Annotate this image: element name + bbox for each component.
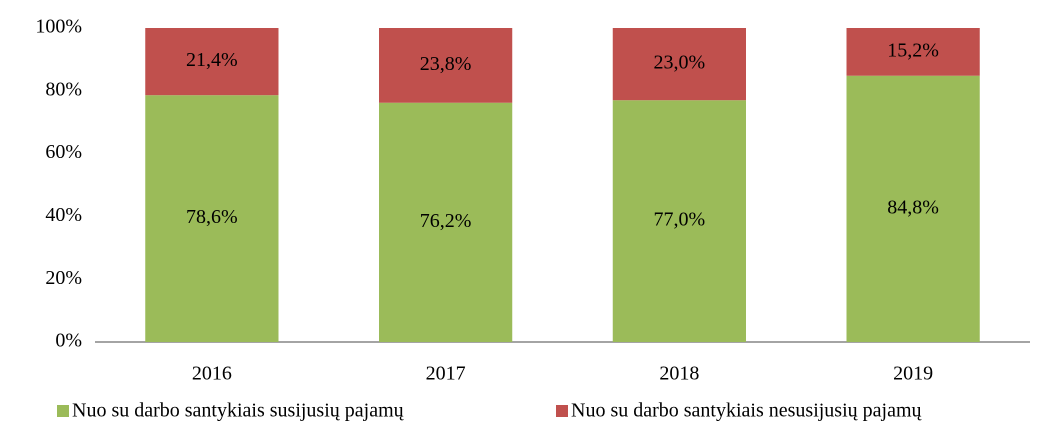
bar-segment [612,100,746,342]
bar-segment [846,75,980,342]
value-label: 78,6% [186,206,238,228]
bar-segment [379,102,513,343]
value-label: 15,2% [887,39,939,61]
legend-label: Nuo su darbo santykiais susijusių pajamų [72,400,405,422]
x-tick-label: 2017 [426,363,466,385]
value-label: 84,8% [887,196,939,218]
bar-segment [145,28,279,96]
value-label: 77,0% [654,209,706,231]
value-label: 23,0% [654,52,706,74]
y-tick-label: 20% [45,267,82,289]
legend-swatch [556,405,568,417]
y-tick-label: 0% [55,330,82,352]
value-label: 21,4% [186,49,238,71]
y-tick-label: 40% [45,204,82,226]
bar-segment [612,28,746,101]
x-tick-label: 2019 [893,363,933,385]
x-tick-label: 2018 [659,363,699,385]
bar-segment [379,28,513,103]
value-label: 76,2% [420,210,472,232]
legend-swatch [57,405,69,417]
y-tick-label: 100% [35,16,82,38]
value-label: 23,8% [420,53,472,75]
x-tick-label: 2016 [192,363,232,385]
legend-label: Nuo su darbo santykiais nesusijusių paja… [571,400,923,422]
bar-segment [145,95,279,342]
y-tick-label: 80% [45,78,82,100]
bar-segment [846,28,980,76]
y-tick-label: 60% [45,141,82,163]
